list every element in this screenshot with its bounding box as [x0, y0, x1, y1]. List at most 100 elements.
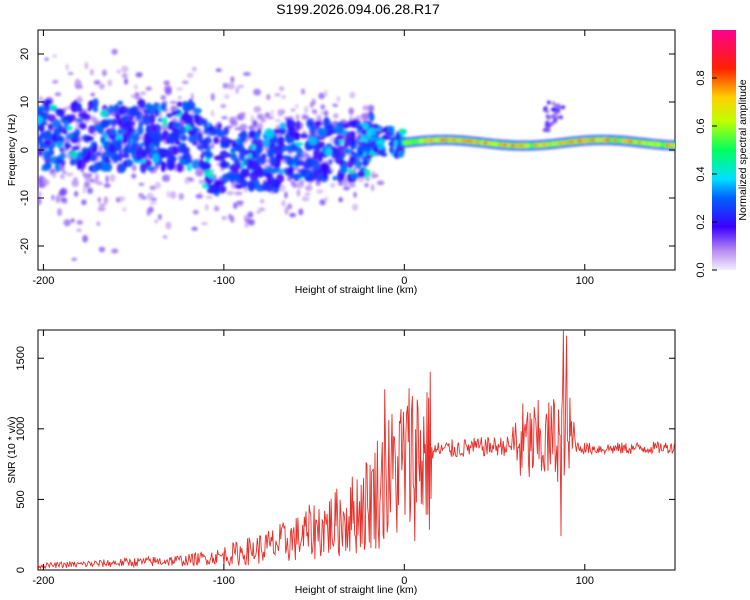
heatmap-cell: [302, 115, 310, 119]
heatmap-cell: [210, 109, 215, 117]
heatmap-cell: [71, 257, 78, 261]
heatmap-cell: [49, 104, 57, 111]
heatmap-cell: [665, 143, 671, 147]
heatmap-cell: [281, 94, 286, 100]
heatmap-cell: [247, 211, 254, 218]
heatmap-cell: [278, 86, 285, 92]
heatmap-cell: [353, 191, 357, 198]
heatmap-cell: [400, 128, 407, 136]
heatmap-cell: [612, 138, 618, 142]
heatmap-cell: [87, 107, 92, 112]
heatmap-cell: [296, 181, 304, 189]
heatmap-cell: [169, 100, 177, 105]
x-tick-label: -200: [32, 275, 54, 287]
top-x-axis-label: Height of straight line (km): [295, 284, 418, 296]
heatmap-cell: [143, 141, 149, 148]
heatmap-cell: [349, 91, 356, 99]
heatmap-cell: [86, 150, 92, 162]
heatmap-cell: [632, 140, 638, 144]
heatmap-cell: [204, 151, 214, 159]
heatmap-cell: [68, 151, 79, 158]
heatmap-cell: [179, 159, 190, 166]
x-tick-label: 0: [401, 575, 407, 587]
heatmap-cell: [298, 208, 304, 216]
heatmap-cell: [247, 218, 255, 226]
heatmap-cell: [127, 137, 132, 146]
heatmap-cell: [251, 149, 257, 160]
heatmap-cell: [135, 72, 143, 78]
heatmap-cell: [75, 118, 83, 123]
heatmap-cell: [274, 92, 281, 97]
heatmap-cell: [82, 235, 88, 243]
heatmap-cell: [203, 118, 208, 129]
heatmap-cell: [143, 135, 154, 144]
heatmap-cell: [123, 148, 133, 154]
heatmap-cell: [364, 183, 369, 188]
heatmap-cell: [140, 91, 147, 96]
heatmap-cell: [170, 129, 180, 141]
colorbar-tick-label: 0.6: [695, 118, 707, 133]
heatmap-cell: [360, 113, 366, 120]
heatmap-cell: [186, 164, 193, 172]
y-tick-label: -10: [19, 190, 31, 206]
heatmap-cell: [177, 95, 182, 100]
heatmap-cell: [293, 173, 304, 179]
heatmap-cell: [195, 193, 203, 199]
heatmap-cell: [71, 179, 79, 188]
heatmap-cell: [378, 143, 384, 150]
heatmap-cell: [286, 139, 293, 144]
heatmap-cell: [38, 116, 44, 124]
heatmap-cell: [223, 126, 229, 136]
heatmap-cell: [98, 145, 103, 153]
heatmap-cell: [201, 221, 209, 226]
heatmap-cell: [221, 116, 228, 120]
heatmap-cell: [162, 116, 168, 128]
heatmap-cell: [343, 138, 349, 150]
heatmap-cell: [238, 152, 246, 162]
heatmap-cell: [313, 150, 320, 159]
heatmap-cell: [362, 105, 370, 111]
heatmap-cell: [117, 100, 124, 106]
heatmap-cell: [107, 79, 113, 87]
heatmap-cell: [145, 102, 153, 110]
heatmap-cell: [279, 184, 286, 192]
heatmap-cell: [134, 84, 138, 90]
heatmap-cell: [98, 246, 106, 253]
heatmap-cell: [43, 179, 50, 186]
heatmap-cell: [232, 202, 238, 209]
heatmap-cell: [211, 143, 215, 149]
heatmap-cell: [237, 84, 245, 89]
heatmap-cell: [76, 102, 82, 112]
heatmap-cell: [222, 82, 228, 89]
heatmap-cell: [244, 223, 249, 228]
heatmap-cell: [166, 190, 170, 198]
heatmap-cell: [284, 191, 288, 199]
heatmap-cell: [289, 173, 295, 179]
heatmap-cell: [307, 121, 316, 126]
heatmap-cell: [76, 95, 83, 103]
heatmap-cell: [142, 114, 152, 126]
heatmap-cell: [230, 152, 238, 161]
heatmap-cell: [362, 159, 369, 167]
heatmap-cell: [55, 158, 64, 164]
heatmap-cell: [131, 142, 138, 152]
heatmap-cell: [544, 143, 550, 146]
heatmap-cell: [347, 160, 353, 170]
heatmap-cell: [192, 107, 202, 114]
heatmap-cell: [65, 172, 74, 177]
heatmap-cell: [76, 159, 81, 171]
heatmap-cell: [370, 183, 375, 192]
heatmap-cell: [163, 148, 169, 158]
heatmap-cell: [145, 86, 153, 91]
heatmap-cell: [290, 108, 296, 112]
heatmap-cell: [92, 117, 98, 124]
heatmap-cell: [339, 164, 348, 174]
heatmap-cell: [184, 152, 191, 163]
heatmap-cell: [160, 95, 166, 100]
heatmap-cell: [324, 89, 328, 97]
heatmap-cell: [108, 104, 115, 114]
heatmap-cell: [227, 82, 235, 90]
heatmap-cell: [304, 185, 313, 192]
heatmap-cell: [95, 172, 99, 181]
heatmap-cell: [672, 144, 675, 147]
